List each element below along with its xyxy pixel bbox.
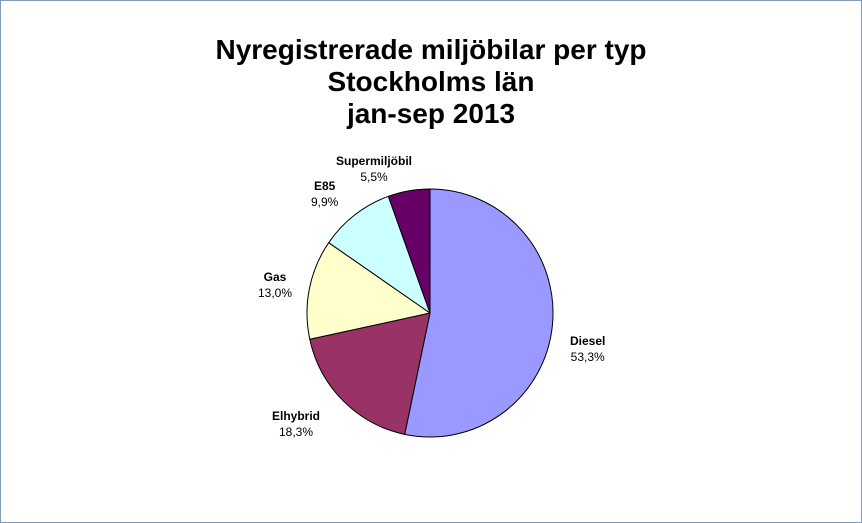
- label-e85-value: 9,9%: [311, 195, 339, 209]
- label-elhybrid-name: Elhybrid: [272, 409, 321, 423]
- pie-slice-elhybrid: [309, 312, 431, 435]
- label-diesel: Diesel 53,3%: [570, 333, 605, 365]
- label-supermiljobil: Supermiljöbil 5,5%: [336, 153, 412, 185]
- chart-title-line-3: jan-sep 2013: [346, 98, 516, 129]
- label-elhybrid-value: 18,3%: [278, 425, 314, 439]
- label-e85: E85 9,9%: [311, 178, 338, 210]
- label-supermiljobil-name: Supermiljöbil: [336, 154, 413, 168]
- chart-title-line-2: Stockholms län: [327, 66, 535, 97]
- label-diesel-value: 53,3%: [570, 350, 605, 364]
- chart-title: Nyregistrerade miljöbilar per typ Stockh…: [0, 34, 862, 130]
- pie-slice-diesel: [404, 188, 554, 438]
- chart-title-line-1: Nyregistrerade miljöbilar per typ: [215, 34, 647, 65]
- label-supermiljobil-value: 5,5%: [360, 170, 388, 184]
- label-gas-value: 13,0%: [258, 286, 293, 300]
- pie-slice-gas: [306, 242, 431, 340]
- label-diesel-name: Diesel: [570, 334, 606, 348]
- label-e85-name: E85: [314, 179, 336, 193]
- label-elhybrid: Elhybrid 18,3%: [272, 408, 320, 440]
- label-gas-name: Gas: [263, 270, 287, 284]
- pie-slice-e85: [328, 195, 431, 314]
- label-gas: Gas 13,0%: [258, 269, 292, 301]
- pie-slice-supermilj-bil: [387, 188, 431, 314]
